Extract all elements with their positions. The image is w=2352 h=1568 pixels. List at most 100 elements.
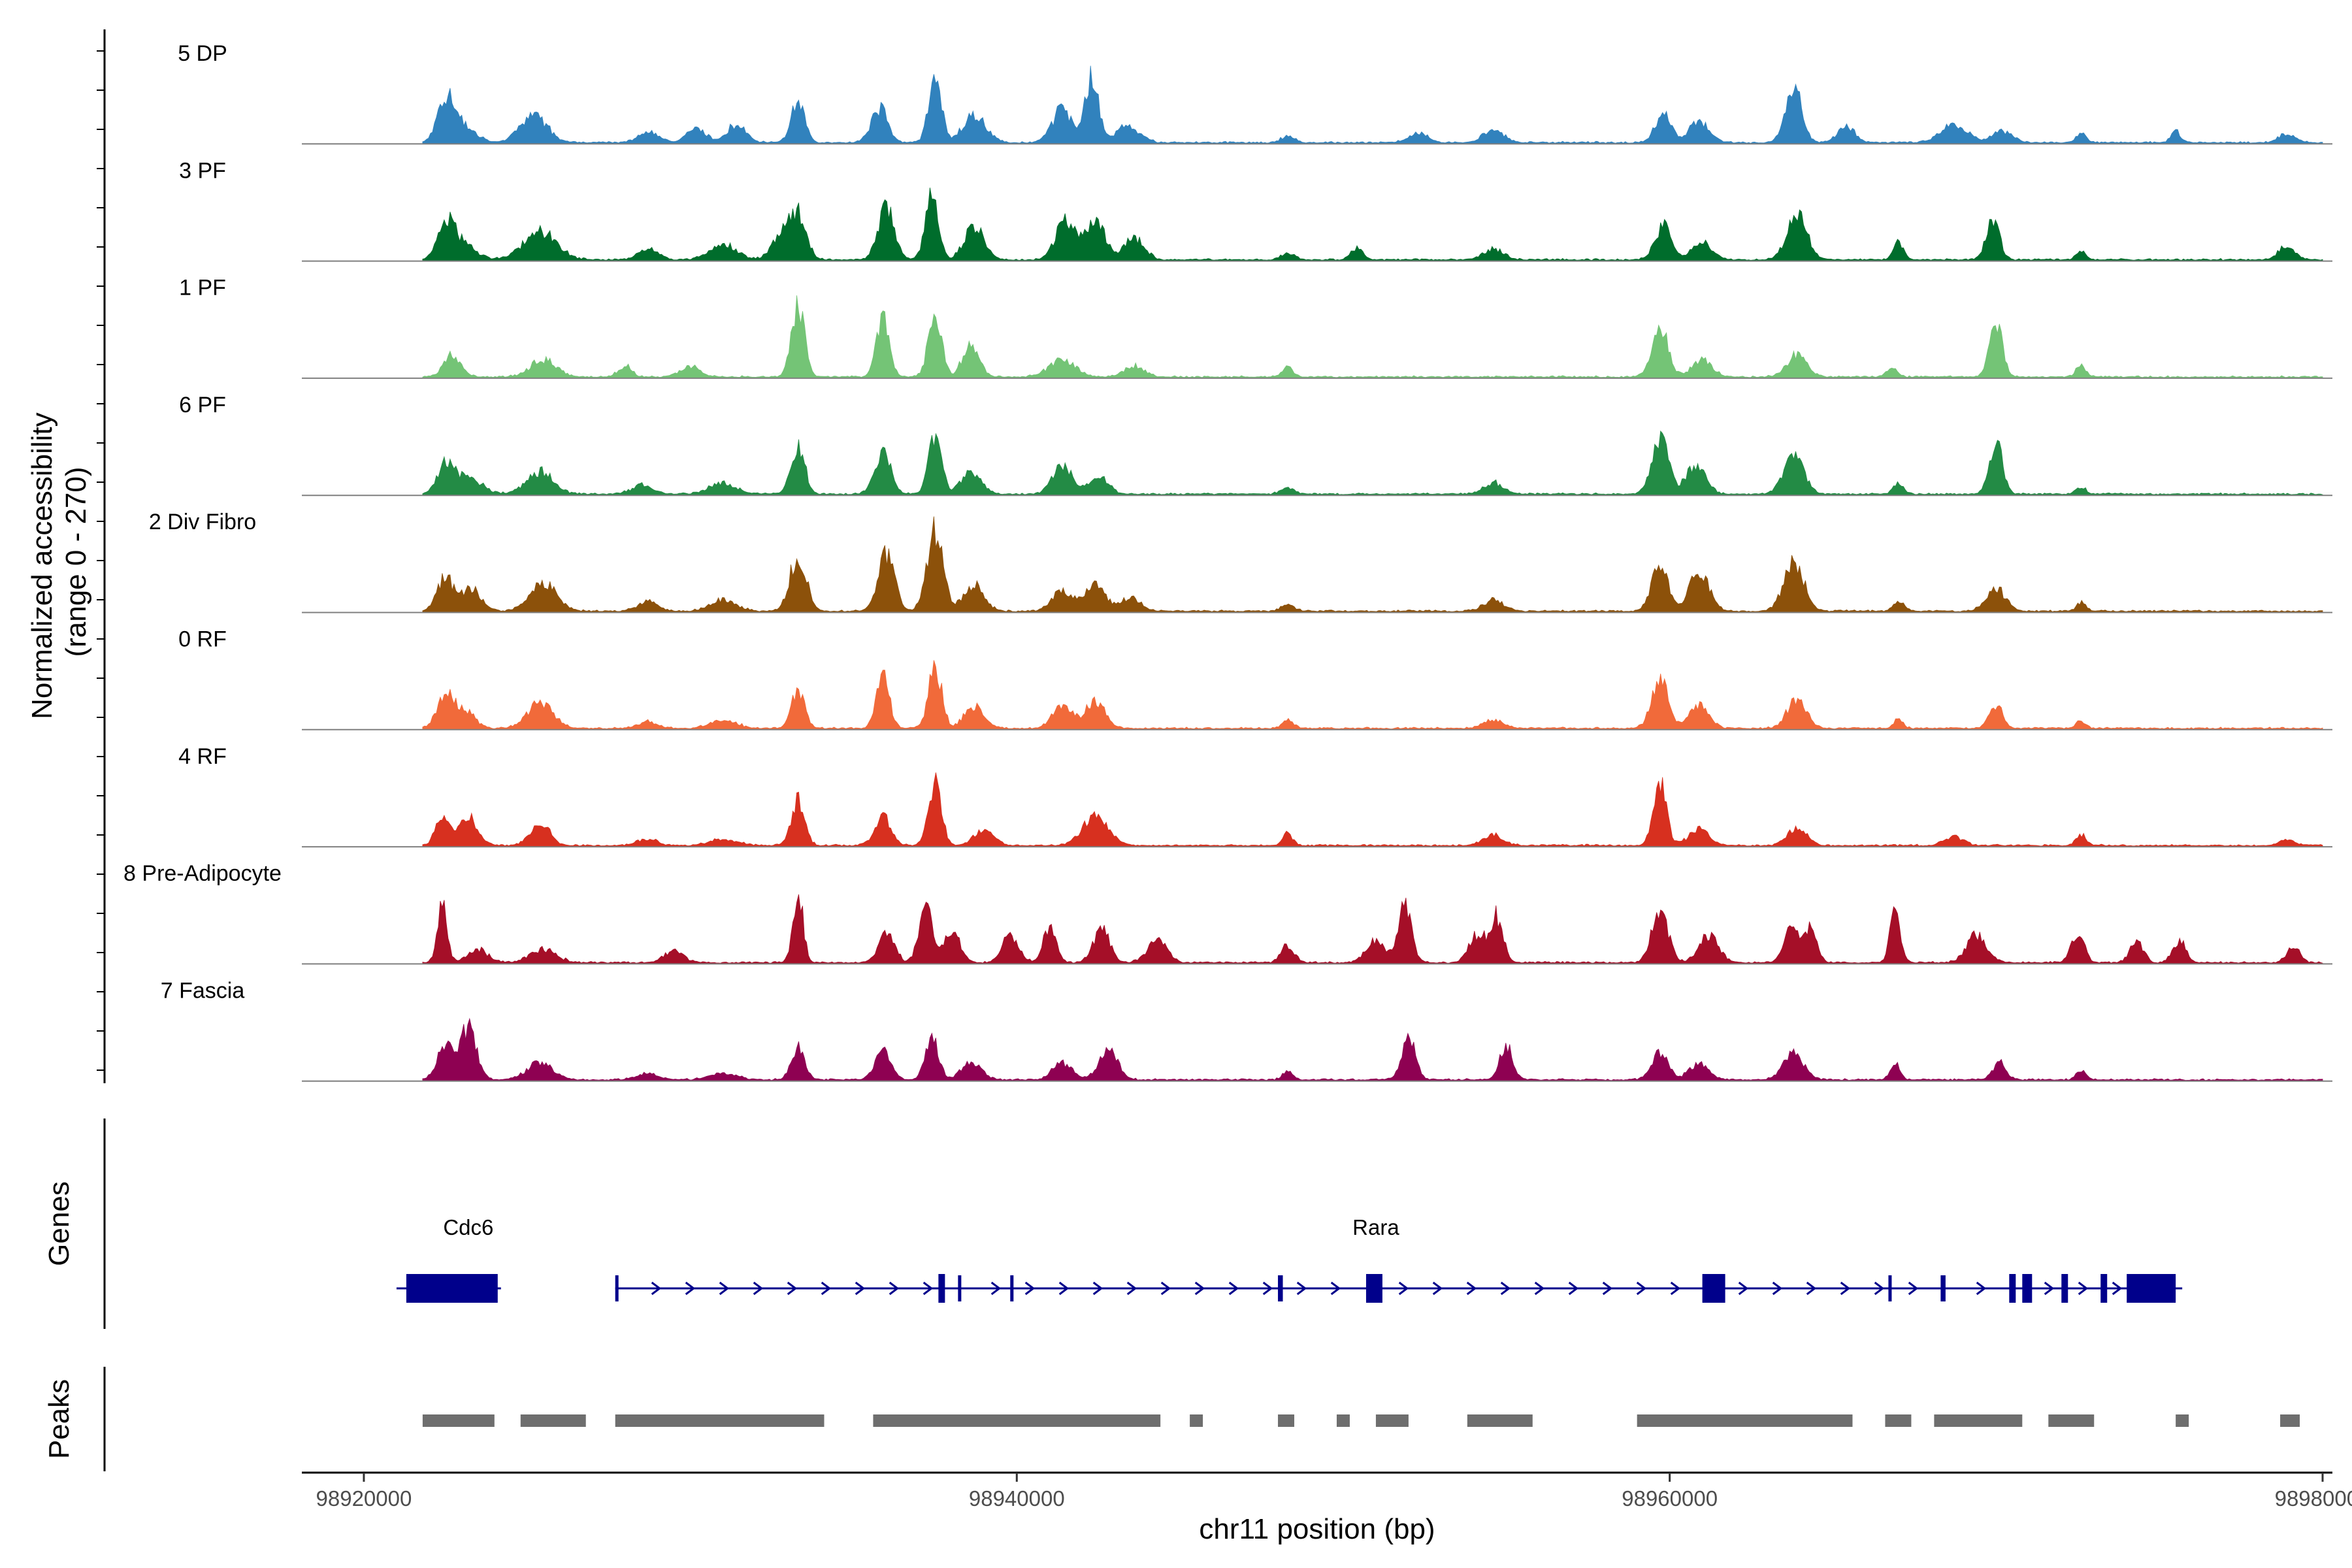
track-label: 8 Pre-Adipocyte bbox=[123, 861, 282, 886]
track-label: 3 PF bbox=[179, 158, 226, 183]
gene-label: Rara bbox=[1352, 1215, 1399, 1239]
coverage-area-4-rf bbox=[422, 772, 2323, 847]
strand-arrow bbox=[1534, 1281, 1545, 1296]
strand-arrow bbox=[1602, 1281, 1613, 1296]
strand-arrow bbox=[719, 1281, 730, 1296]
strand-arrow bbox=[2112, 1281, 2123, 1296]
peak-region bbox=[1934, 1414, 2023, 1427]
gene-cdc6: Cdc6 bbox=[396, 1215, 501, 1303]
strand-arrow bbox=[889, 1281, 900, 1296]
track-2-div-fibro: 2 Div Fibro bbox=[149, 510, 2332, 613]
x-tick-label: 98980000 bbox=[2275, 1486, 2352, 1511]
strand-arrow bbox=[753, 1281, 764, 1296]
strand-arrow bbox=[1024, 1281, 1036, 1296]
exon bbox=[1365, 1274, 1382, 1303]
coverage-area-8-pre-adipocyte bbox=[422, 894, 2323, 964]
strand-arrow bbox=[990, 1281, 1002, 1296]
peak-regions bbox=[422, 1414, 2300, 1427]
track-0-rf: 0 RF bbox=[178, 627, 2332, 730]
strand-arrow bbox=[821, 1281, 832, 1296]
x-axis-title: chr11 position (bp) bbox=[1199, 1513, 1435, 1545]
peak-region bbox=[1467, 1414, 1533, 1427]
strand-arrow bbox=[1432, 1281, 1443, 1296]
exon bbox=[1010, 1275, 1014, 1301]
strand-arrow bbox=[1772, 1281, 1783, 1296]
strand-arrow bbox=[1840, 1281, 1851, 1296]
strand-arrow bbox=[923, 1281, 934, 1296]
gene-rara: Rara bbox=[615, 1215, 2183, 1303]
strand-arrow bbox=[1500, 1281, 1511, 1296]
strand-arrow bbox=[1330, 1281, 1341, 1296]
peak-region bbox=[1375, 1414, 1409, 1427]
exon bbox=[615, 1275, 619, 1301]
strand-arrow bbox=[1262, 1281, 1273, 1296]
strand-arrow bbox=[1126, 1281, 1137, 1296]
genes-panel: Genes Cdc6 Rara bbox=[43, 1119, 2183, 1329]
peak-region bbox=[1278, 1414, 1295, 1427]
strand-arrow bbox=[1296, 1281, 1307, 1296]
peak-region bbox=[1336, 1414, 1350, 1427]
strand-arrow bbox=[2078, 1281, 2089, 1296]
coverage-area-5-dp bbox=[422, 65, 2323, 144]
exon bbox=[2127, 1274, 2176, 1303]
strand-arrow bbox=[1874, 1281, 1885, 1296]
strand-arrow bbox=[855, 1281, 866, 1296]
coverage-area-7-fascia bbox=[422, 1017, 2323, 1082]
track-5-dp: 5 DP bbox=[178, 41, 2332, 145]
coverage-area-0-rf bbox=[422, 660, 2323, 730]
peak-region bbox=[422, 1414, 495, 1427]
peak-region bbox=[1885, 1414, 1912, 1427]
x-axis-ticks: 98920000 98940000 98960000 98980000 bbox=[316, 1473, 2352, 1511]
x-tick-label: 98920000 bbox=[316, 1486, 412, 1511]
coverage-y-axis-title: Normalized accessibility (range 0 - 270) bbox=[26, 404, 92, 719]
coverage-area-3-pf bbox=[422, 188, 2323, 261]
coverage-y-axis-title-line-1: Normalized accessibility bbox=[26, 412, 58, 719]
gene-models: Cdc6 Rara bbox=[396, 1215, 2183, 1303]
strand-arrow bbox=[1194, 1281, 1205, 1296]
exon bbox=[958, 1275, 962, 1301]
x-tick-label: 98940000 bbox=[969, 1486, 1065, 1511]
strand-arrow bbox=[1976, 1281, 1987, 1296]
strand-arrow bbox=[1228, 1281, 1239, 1296]
strand-arrow bbox=[1058, 1281, 1070, 1296]
track-label: 0 RF bbox=[178, 627, 227, 652]
track-8-pre-adipocyte: 8 Pre-Adipocyte bbox=[123, 861, 2332, 965]
track-3-pf: 3 PF bbox=[179, 158, 2332, 262]
peak-region bbox=[873, 1414, 1161, 1427]
track-label: 6 PF bbox=[179, 393, 226, 417]
track-1-pf: 1 PF bbox=[179, 276, 2332, 379]
track-label: 7 Fascia bbox=[161, 978, 245, 1003]
peak-region bbox=[1190, 1414, 1203, 1427]
coverage-panel: Normalized accessibility (range 0 - 270)… bbox=[26, 29, 2332, 1083]
peak-region bbox=[2280, 1414, 2300, 1427]
peak-region bbox=[2048, 1414, 2095, 1427]
strand-arrow bbox=[1738, 1281, 1749, 1296]
exon bbox=[2022, 1274, 2033, 1303]
strand-arrow bbox=[1160, 1281, 1171, 1296]
track-4-rf: 4 RF bbox=[178, 744, 2332, 848]
exon bbox=[1940, 1275, 1946, 1301]
strand-arrow bbox=[1466, 1281, 1477, 1296]
exon bbox=[2100, 1274, 2108, 1303]
track-label: 2 Div Fibro bbox=[149, 510, 256, 534]
exon bbox=[938, 1274, 945, 1303]
exon bbox=[1702, 1274, 1725, 1303]
track-7-fascia: 7 Fascia bbox=[161, 978, 2332, 1082]
strand-arrow bbox=[685, 1281, 696, 1296]
coverage-area-1-pf bbox=[422, 295, 2323, 379]
strand-arrow bbox=[1670, 1281, 1681, 1296]
track-6-pf: 6 PF bbox=[179, 393, 2332, 497]
gene-label: Cdc6 bbox=[443, 1215, 493, 1239]
x-tick-label: 98960000 bbox=[1622, 1486, 1718, 1511]
strand-arrow bbox=[2044, 1281, 2055, 1296]
peak-region bbox=[2176, 1414, 2189, 1427]
peaks-y-axis-title: Peaks bbox=[43, 1379, 75, 1459]
exon bbox=[406, 1274, 498, 1303]
track-label: 1 PF bbox=[179, 276, 226, 301]
coverage-tracks: 5 DP 3 PF 1 PF 6 PF 2 Div Fibro 0 RF 4 RF 8 Pre… bbox=[123, 41, 2332, 1082]
track-label: 5 DP bbox=[178, 41, 227, 66]
strand-arrow bbox=[651, 1281, 662, 1296]
coverage-y-axis-title-line-2: (range 0 - 270) bbox=[60, 466, 92, 657]
track-label: 4 RF bbox=[178, 744, 227, 769]
